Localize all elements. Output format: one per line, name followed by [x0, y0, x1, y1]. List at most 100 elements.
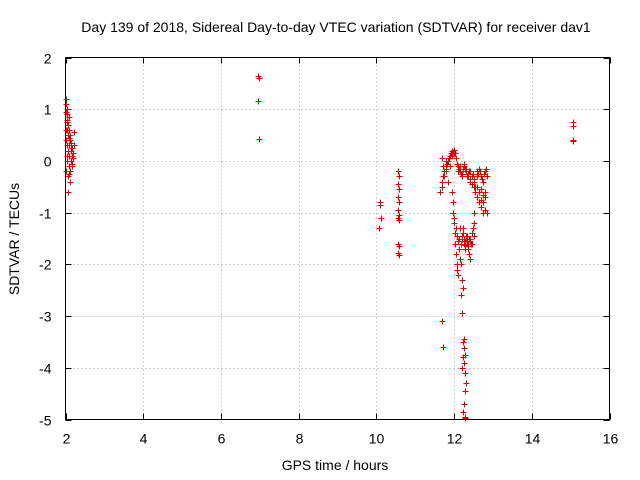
data-point [570, 138, 577, 145]
data-point [467, 256, 474, 263]
x-tick-label: 14 [525, 431, 541, 447]
y-tick-label: -5 [39, 413, 52, 429]
data-point [461, 345, 468, 352]
data-point [66, 171, 73, 178]
x-tick-label: 12 [447, 431, 463, 447]
data-point [396, 186, 403, 193]
data-point [440, 344, 447, 351]
data-point [396, 199, 403, 206]
data-point [479, 176, 486, 183]
data-point [68, 140, 75, 147]
data-point [450, 210, 457, 217]
data-point [482, 194, 489, 201]
data-point [395, 168, 402, 175]
data-point [64, 119, 71, 126]
data-point [256, 75, 263, 82]
data-point [462, 242, 469, 249]
data-point [67, 132, 74, 139]
data-point [460, 354, 467, 361]
data-point [450, 199, 457, 206]
data-point [453, 155, 460, 162]
data-point [459, 171, 466, 178]
data-point [471, 233, 478, 240]
data-point [466, 251, 473, 258]
data-point [570, 123, 577, 130]
x-tick-label: 2 [63, 431, 71, 447]
data-point [484, 210, 491, 217]
data-point [255, 98, 262, 105]
data-point [471, 210, 478, 217]
data-point [480, 199, 487, 206]
y-axis-label: SDTVAR / TECUs [6, 183, 22, 295]
data-point [447, 163, 454, 170]
data-point [463, 380, 470, 387]
data-point [460, 285, 467, 292]
data-point [462, 370, 469, 377]
data-point [483, 166, 490, 173]
data-point [478, 204, 485, 211]
data-point [69, 161, 76, 168]
data-point [461, 401, 468, 408]
data-point [460, 339, 467, 346]
data-point [458, 292, 465, 299]
data-point [455, 238, 462, 245]
data-point [460, 409, 467, 416]
x-tick-label: 10 [369, 431, 385, 447]
data-point [459, 277, 466, 284]
y-tick-label: -2 [39, 257, 52, 273]
data-points [63, 73, 577, 422]
data-point [452, 241, 459, 248]
data-point [377, 199, 384, 206]
data-point [396, 173, 403, 180]
data-point [467, 168, 474, 175]
grid-lines [65, 57, 610, 420]
data-point [63, 101, 70, 108]
data-point [461, 336, 468, 343]
data-point [396, 243, 403, 250]
data-point [65, 189, 72, 196]
data-point [453, 251, 460, 258]
data-point [478, 186, 485, 193]
y-tick-label: -4 [39, 361, 52, 377]
x-tick-label: 8 [296, 431, 304, 447]
data-point [480, 179, 487, 186]
data-point [462, 415, 469, 422]
data-point [459, 310, 466, 317]
data-point [67, 179, 74, 186]
data-point [465, 173, 472, 180]
data-point [441, 173, 448, 180]
data-point [376, 225, 383, 232]
y-tick-label: 1 [44, 102, 52, 118]
data-point [451, 215, 458, 222]
x-tick-label: 16 [603, 431, 619, 447]
data-point [457, 256, 464, 263]
data-point [395, 181, 402, 188]
data-point [395, 207, 402, 214]
data-point [439, 318, 446, 325]
data-point [256, 136, 263, 143]
data-point [439, 179, 446, 186]
data-point [396, 217, 403, 224]
x-tick-label: 4 [140, 431, 148, 447]
data-point [474, 194, 481, 201]
data-point [449, 189, 456, 196]
data-point [396, 252, 403, 259]
data-point [454, 267, 461, 274]
y-tick-label: -1 [39, 206, 52, 222]
axis-ticks [65, 57, 611, 421]
data-point [471, 220, 478, 227]
data-point [461, 360, 468, 367]
data-point [63, 127, 70, 134]
data-point [457, 163, 464, 170]
data-point [469, 241, 476, 248]
data-point [66, 135, 73, 142]
data-point [463, 233, 470, 240]
data-point [456, 246, 463, 253]
data-point [439, 155, 446, 162]
data-point [462, 388, 469, 395]
plot-area-frame [65, 57, 610, 420]
data-point [64, 111, 71, 118]
data-point [65, 122, 72, 129]
x-axis-label: GPS time / hours [282, 457, 389, 473]
